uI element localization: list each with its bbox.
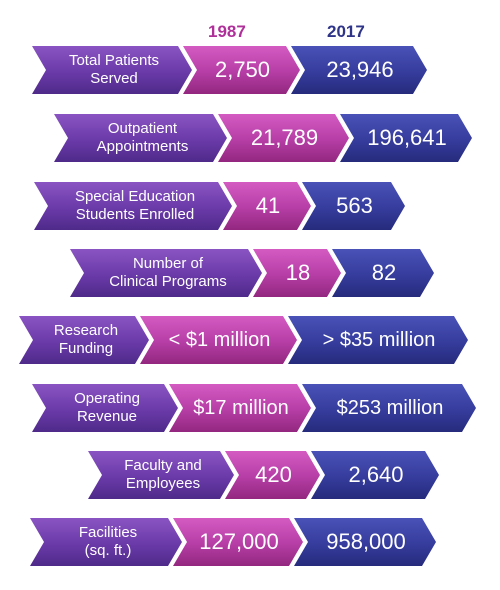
row-label-line1: Number of	[132, 255, 203, 272]
row-label: Facilities (sq. ft.)	[30, 518, 182, 566]
row-label-line2: Revenue	[76, 408, 138, 425]
year-1987-header: 1987	[208, 22, 246, 41]
value-1987: 420	[225, 451, 320, 499]
row-label-line2: Funding	[58, 340, 114, 357]
row-label-line2: Employees	[125, 475, 201, 492]
value-2017: 2,640	[311, 451, 439, 499]
row-label: Outpatient Appointments	[54, 114, 227, 162]
row-faculty-employees: Faculty and Employees 420 2,640	[0, 451, 500, 499]
value-1987: < $1 million	[140, 316, 297, 364]
value-1987: 127,000	[173, 518, 303, 566]
row-label-line1: Total Patients	[68, 52, 160, 69]
row-total-patients: Total Patients Served 2,750 23,946	[0, 46, 500, 94]
row-label: Operating Revenue	[32, 384, 178, 432]
row-label-line1: Faculty and	[124, 457, 202, 474]
row-label-line1: Research	[53, 322, 119, 339]
row-label-line2: Appointments	[96, 138, 189, 155]
value-1987: 18	[253, 249, 341, 297]
value-2017: > $35 million	[288, 316, 468, 364]
row-operating-revenue: Operating Revenue $17 million $253 millio…	[0, 384, 500, 432]
row-special-education: Special Education Students Enrolled 41 56…	[0, 182, 500, 230]
value-2017: 958,000	[294, 518, 436, 566]
value-2017: 563	[302, 182, 405, 230]
row-label: Research Funding	[19, 316, 149, 364]
value-1987: 41	[223, 182, 311, 230]
value-1987: $17 million	[169, 384, 311, 432]
row-outpatient-appointments: Outpatient Appointments 21,789 196,641	[0, 114, 500, 162]
value-2017: 82	[332, 249, 434, 297]
row-label: Special Education Students Enrolled	[34, 182, 232, 230]
row-label-line2: Clinical Programs	[109, 273, 227, 290]
row-research-funding: Research Funding < $1 million > $35 milli…	[0, 316, 500, 364]
value-2017: $253 million	[302, 384, 476, 432]
year-2017-header: 2017	[327, 22, 365, 41]
value-1987: 21,789	[218, 114, 349, 162]
row-label-line2: Students Enrolled	[75, 206, 195, 223]
row-clinical-programs: Number of Clinical Programs 18 82	[0, 249, 500, 297]
row-label: Faculty and Employees	[88, 451, 234, 499]
row-label-line1: Facilities	[78, 524, 138, 541]
row-label: Number of Clinical Programs	[70, 249, 262, 297]
row-facilities: Facilities (sq. ft.) 127,000 958,000	[0, 518, 500, 566]
row-label-line1: Special Education	[74, 188, 196, 205]
row-label-line1: Operating	[74, 390, 140, 407]
row-label: Total Patients Served	[32, 46, 192, 94]
value-1987: 2,750	[183, 46, 300, 94]
row-label-line2: Served	[90, 70, 138, 87]
row-label-line1: Outpatient	[107, 120, 178, 137]
value-2017: 23,946	[291, 46, 427, 94]
value-2017: 196,641	[340, 114, 472, 162]
row-label-line2: (sq. ft.)	[84, 542, 132, 559]
